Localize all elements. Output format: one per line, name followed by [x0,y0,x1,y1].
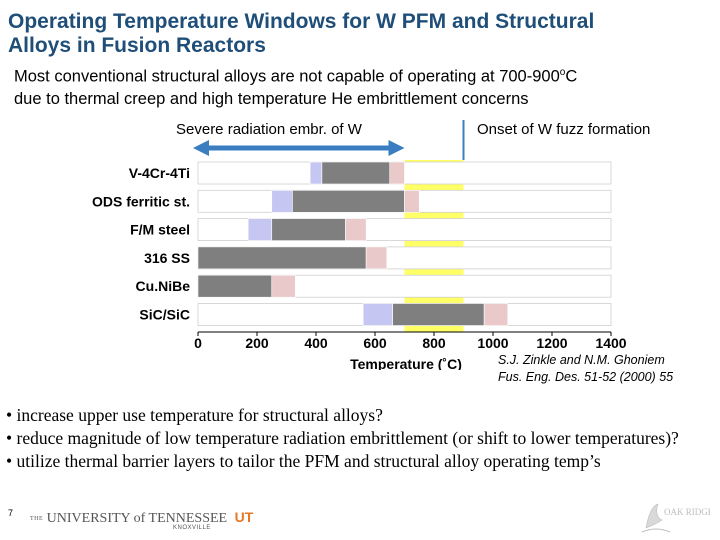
utk-logo-the: THE [30,515,44,522]
category-label: F/M steel [130,222,190,238]
x-axis-title: Temperature (˚C) [350,356,462,370]
slide-title-line2: Alloys in Fusion Reactors [8,34,266,57]
subtitle-line2: due to thermal creep and high temperatur… [14,89,529,108]
annotation-fuzz-onset: Onset of W fuzz formation [477,121,650,138]
bullet-list: • increase upper use temperature for str… [6,404,714,473]
page-number: 7 [8,508,14,518]
bar-segment [389,161,405,185]
x-tick-label: 0 [194,335,202,351]
subtitle-line1-text: Most conventional structural alloys are … [14,67,560,86]
bar-segment [365,246,388,270]
subtitle-degree-sup: o [559,67,566,78]
bar-segment [247,218,273,241]
slide-title-line1: Operating Temperature Windows for W PFM … [8,10,595,33]
category-label: Cu.NiBe [136,278,191,294]
bullet-item-3: • utilize thermal barrier layers to tail… [6,451,601,471]
bullet-item-2: • reduce magnitude of low temperature ra… [6,428,679,448]
category-label: 316 SS [144,250,190,266]
bar-segment [197,274,273,298]
embrittlement-arrow-left-head [193,140,209,156]
x-tick-label: 200 [245,335,269,351]
embrittlement-arrow-right-head [388,140,405,156]
subtitle-unit: C [565,67,578,86]
subtitle-line1: Most conventional structural alloys are … [14,62,714,88]
temperature-window-chart: V-4Cr-4Ti ODS ferritic st. F/M steel 316 SS… [92,120,650,370]
x-tick-label: 400 [304,335,328,351]
ornl-logo-text: OAK RIDGE [664,507,710,517]
bar-segment [392,303,485,326]
category-label: V-4Cr-4Ti [129,165,190,181]
bar-segment [197,246,367,270]
bar-segment [292,190,405,213]
citation-line2: Fus. Eng. Des. 51-52 (2000) 55 [498,370,674,384]
bar-segment [345,218,367,241]
category-label: ODS ferritic st. [92,193,190,209]
x-tick-label: 1200 [536,335,567,351]
bar-segment [271,274,296,298]
x-tick-label: 1000 [477,335,508,351]
citation-line1: S.J. Zinkle and N.M. Ghoniem [498,353,665,367]
x-tick-label: 800 [422,335,446,351]
utk-logo-name: UNIVERSITY of TENNESSEE [46,511,228,526]
bar-segment [483,303,509,326]
category-label: SiC/SiC [139,307,190,323]
utk-logo-monogram: UT [234,509,254,525]
annotation-embrittlement: Severe radiation embr. of W [176,121,363,138]
slide-title: Operating Temperature Windows for W PFM … [8,10,708,58]
utk-logo: THE UNIVERSITY of TENNESSEE UT KNOXVILLE [30,509,254,531]
bullet-item-1: • increase upper use temperature for str… [6,405,383,425]
bar-segment [362,303,394,326]
citation: S.J. Zinkle and N.M. Ghoniem Fus. Eng. D… [498,352,673,386]
bar-segment [321,161,391,185]
bar-segment [404,190,420,213]
utk-logo-city: KNOXVILLE [173,525,211,531]
slide-subtitle: Most conventional structural alloys are … [14,62,714,110]
bar-segment [309,161,323,185]
bar-segment [271,218,346,241]
ornl-logo: OAK RIDGE [641,503,710,533]
x-tick-label: 600 [363,335,387,351]
x-tick-label: 1400 [595,335,626,351]
bar-segment [271,190,293,213]
